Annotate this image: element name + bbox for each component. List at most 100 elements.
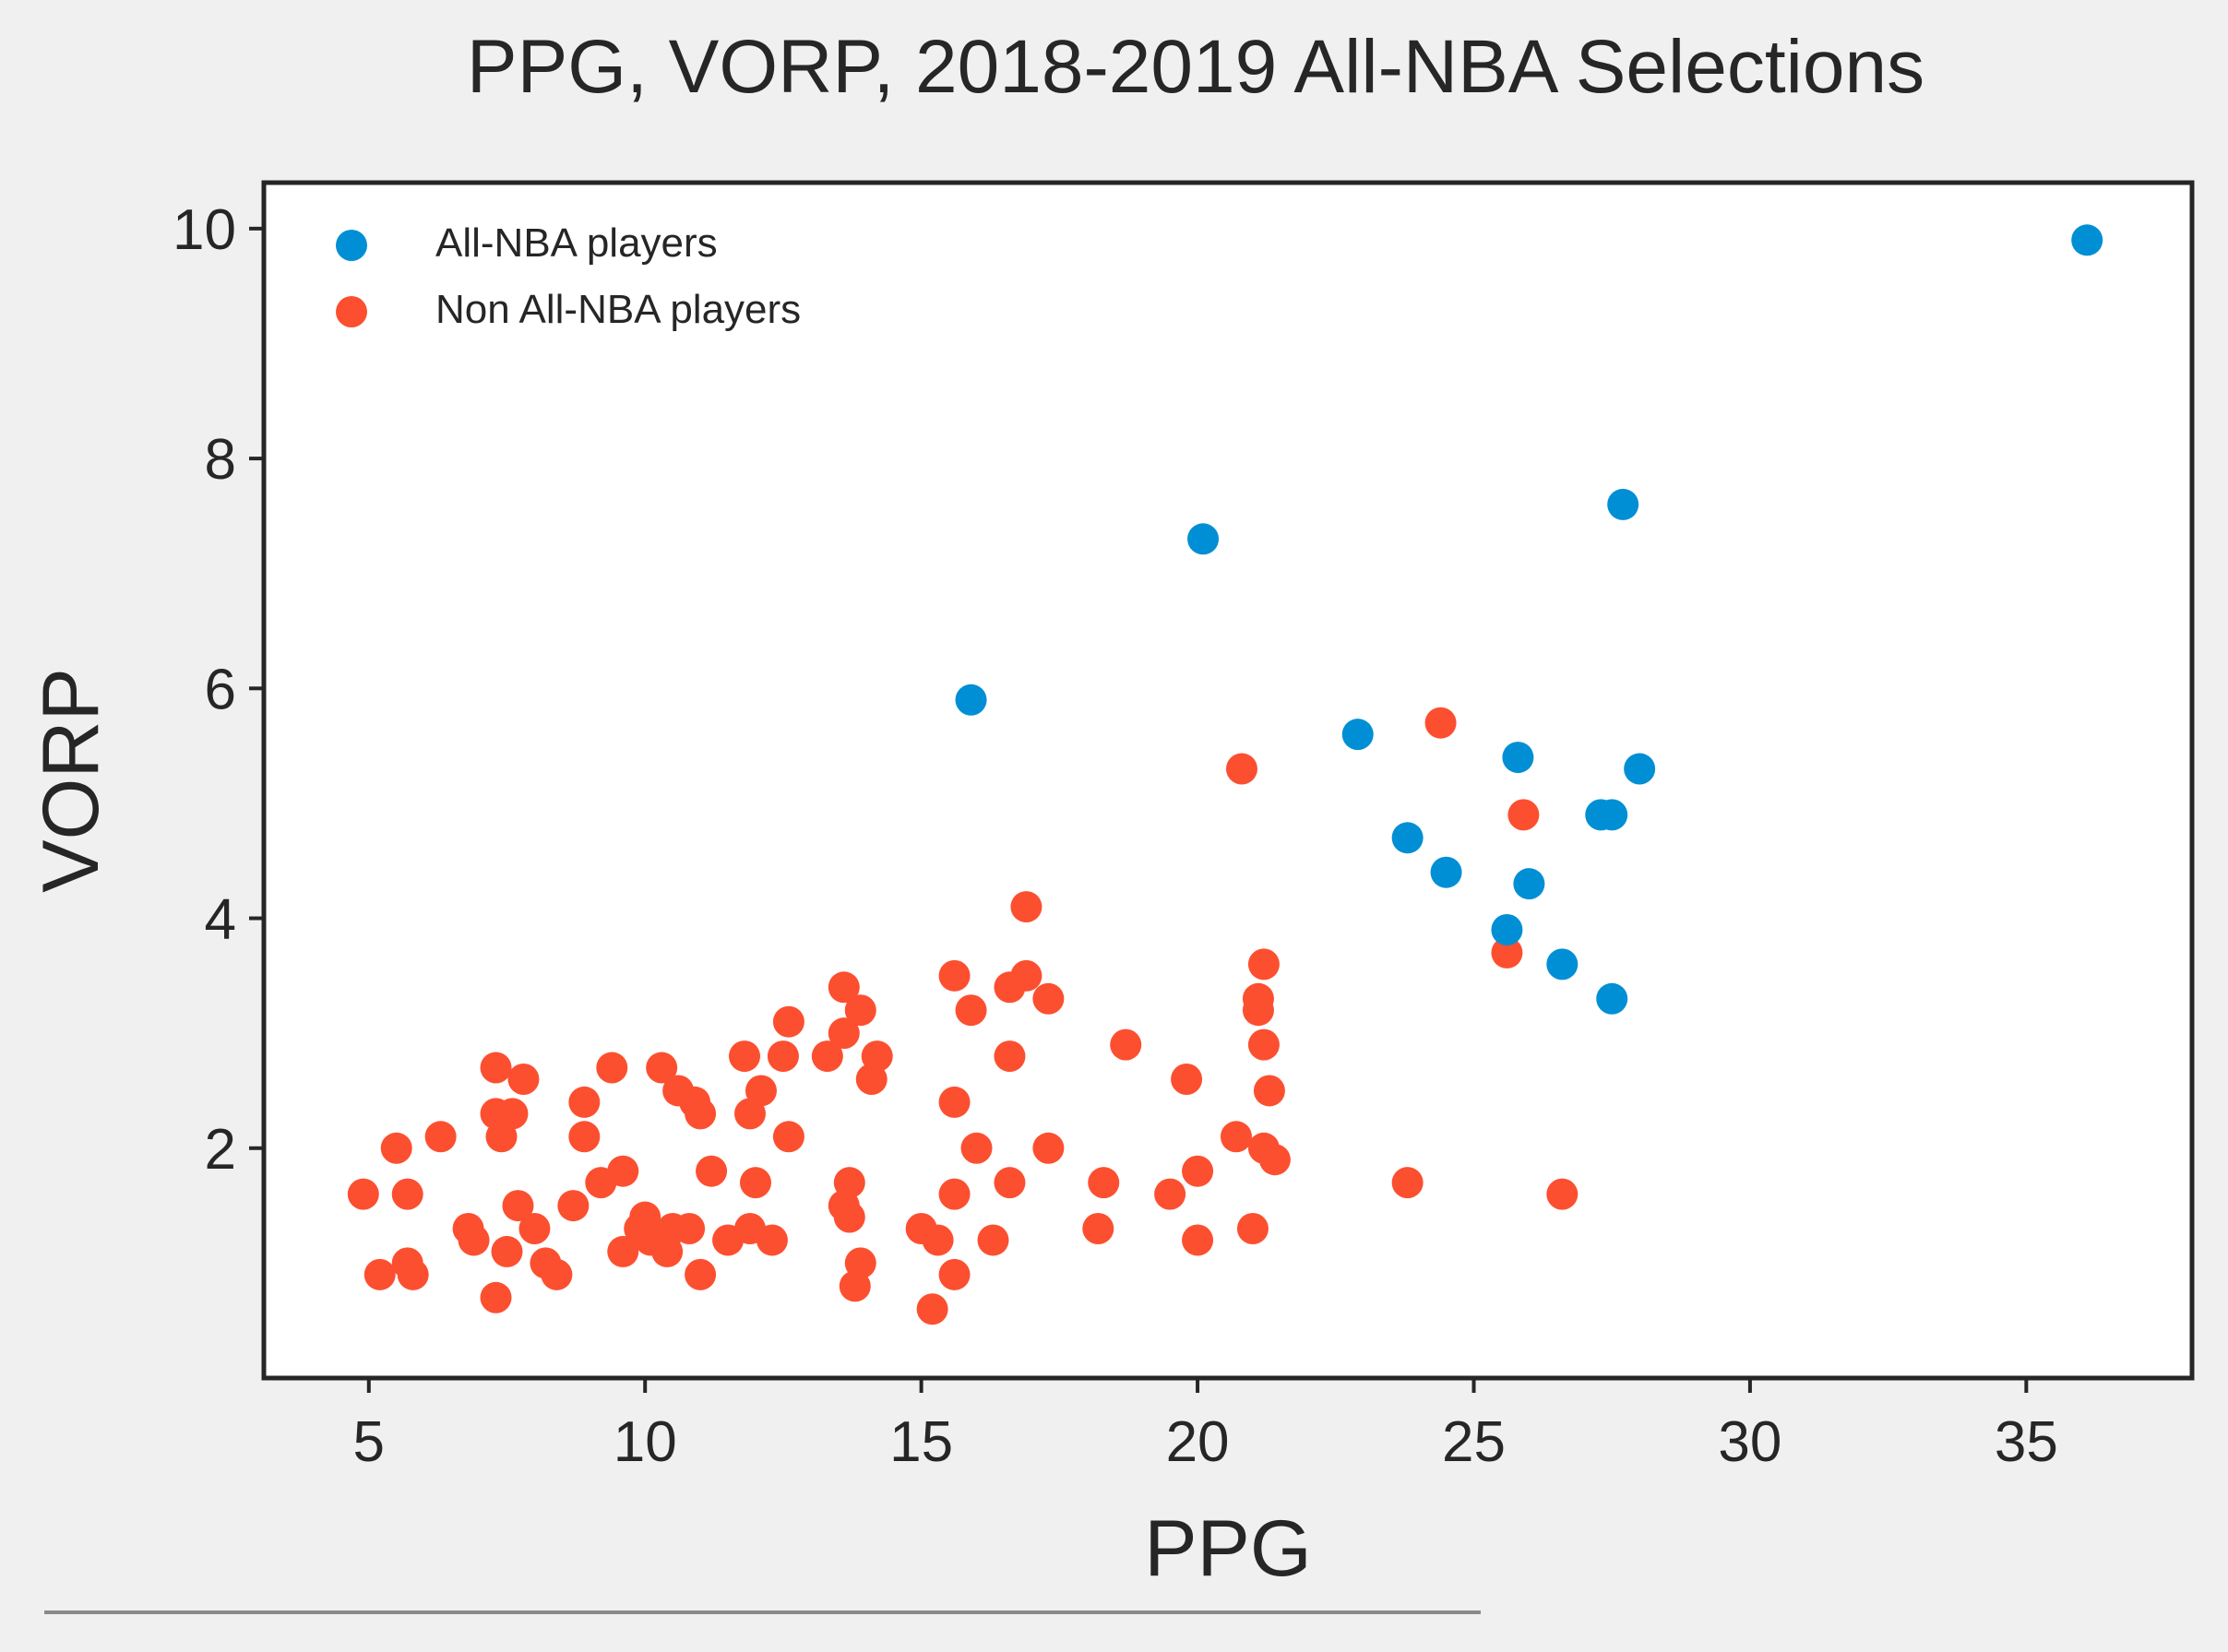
non-all-nba-point <box>1253 1075 1285 1107</box>
y-axis: 2 4 6 8 10 <box>173 198 264 1182</box>
non-all-nba-point <box>922 1224 954 1256</box>
y-tick-label: 4 <box>205 888 236 952</box>
x-axis-title: PPG <box>1144 1504 1312 1593</box>
non-all-nba-point <box>1546 1178 1579 1210</box>
non-all-nba-point <box>955 994 987 1027</box>
non-all-nba-point <box>685 1098 717 1130</box>
non-all-nba-point <box>916 1293 948 1325</box>
legend: All-NBA players Non All-NBA players <box>336 220 801 332</box>
non-all-nba-point <box>568 1086 601 1118</box>
all-nba-point <box>1187 523 1220 555</box>
non-all-nba-point <box>772 1121 804 1153</box>
all-nba-point <box>1607 488 1639 520</box>
non-all-nba-point <box>745 1075 777 1107</box>
non-all-nba-point <box>811 1040 843 1073</box>
non-all-nba-point <box>607 1235 639 1267</box>
y-tick-label: 10 <box>173 198 236 262</box>
non-all-nba-point <box>1010 891 1043 923</box>
non-all-nba-point <box>480 1052 512 1084</box>
non-all-nba-point <box>938 1178 971 1210</box>
non-all-nba-point <box>1242 994 1274 1027</box>
non-all-nba-point <box>994 1167 1026 1199</box>
non-all-nba-point <box>1507 799 1540 831</box>
non-all-nba-point <box>1082 1213 1114 1244</box>
y-axis-title: VORP <box>27 668 115 893</box>
non-all-nba-point <box>1391 1167 1424 1199</box>
non-all-nba-point <box>1225 753 1257 785</box>
non-all-nba-point <box>673 1213 706 1244</box>
non-all-nba-point <box>1182 1224 1214 1256</box>
non-all-nba-point <box>1182 1155 1214 1187</box>
all-nba-point <box>1430 856 1462 888</box>
non-all-nba-point <box>518 1213 551 1244</box>
legend-marker-non-all-nba <box>336 296 367 327</box>
x-axis: 5 10 15 20 25 30 35 <box>353 1378 2058 1474</box>
non-all-nba-point <box>1088 1167 1120 1199</box>
all-nba-point <box>1596 799 1628 831</box>
x-tick-label: 10 <box>614 1410 677 1474</box>
non-all-nba-point <box>844 994 876 1027</box>
all-nba-point <box>1624 753 1656 785</box>
non-all-nba-point <box>458 1224 490 1256</box>
all-nba-point <box>1341 719 1374 751</box>
non-all-nba-point <box>1236 1213 1269 1244</box>
non-all-nba-point <box>380 1132 412 1164</box>
y-tick-label: 8 <box>205 428 236 492</box>
chart-title: PPG, VORP, 2018-2019 All-NBA Selections <box>467 25 1924 109</box>
non-all-nba-point <box>685 1258 717 1290</box>
y-tick-label: 2 <box>205 1118 236 1182</box>
legend-label-non-all-nba: Non All-NBA players <box>435 287 801 332</box>
plot-area <box>261 180 2195 1381</box>
all-nba-point <box>1502 742 1534 774</box>
all-nba-point <box>1596 982 1628 1015</box>
non-all-nba-point <box>1032 1132 1065 1164</box>
non-all-nba-point <box>391 1178 423 1210</box>
non-all-nba-point <box>1258 1144 1291 1176</box>
non-all-nba-point <box>844 1247 876 1279</box>
non-all-nba-point <box>646 1052 678 1084</box>
non-all-nba-point <box>938 1086 971 1118</box>
y-tick-label: 6 <box>205 658 236 721</box>
non-all-nba-point <box>1247 1028 1280 1061</box>
non-all-nba-point <box>828 1017 860 1050</box>
non-all-nba-point <box>363 1258 396 1290</box>
non-all-nba-point <box>739 1167 771 1199</box>
non-all-nba-point <box>772 1005 804 1038</box>
non-all-nba-point <box>1110 1028 1142 1061</box>
non-all-nba-point <box>729 1040 761 1073</box>
non-all-nba-point <box>756 1224 788 1256</box>
x-tick-label: 30 <box>1718 1410 1781 1474</box>
all-nba-point <box>1513 868 1545 900</box>
non-all-nba-point <box>977 1224 1009 1256</box>
non-all-nba-point <box>607 1155 639 1187</box>
legend-marker-all-nba <box>336 230 367 261</box>
non-all-nba-point <box>1010 959 1043 992</box>
non-all-nba-point <box>1424 707 1457 739</box>
legend-label-all-nba: All-NBA players <box>435 220 718 266</box>
non-all-nba-point <box>828 971 860 1004</box>
all-nba-point <box>2071 224 2103 256</box>
non-all-nba-point <box>1032 982 1065 1015</box>
non-all-nba-point <box>1171 1064 1203 1095</box>
all-nba-point <box>1391 822 1424 854</box>
non-all-nba-point <box>557 1190 590 1222</box>
non-all-nba-point <box>1491 936 1523 969</box>
non-all-nba-point <box>491 1235 523 1267</box>
non-all-nba-point <box>596 1052 628 1084</box>
non-all-nba-point <box>833 1201 865 1233</box>
non-all-nba-point <box>994 1040 1026 1073</box>
non-all-nba-point <box>347 1178 379 1210</box>
all-nba-point <box>955 683 987 716</box>
all-nba-point <box>1491 914 1523 945</box>
x-tick-label: 25 <box>1442 1410 1506 1474</box>
non-all-nba-point <box>568 1121 601 1153</box>
non-all-nba-point <box>861 1040 893 1073</box>
non-all-nba-point <box>502 1190 534 1222</box>
non-all-nba-point <box>480 1281 512 1313</box>
non-all-nba-point <box>767 1040 799 1073</box>
all-nba-point <box>1546 948 1579 981</box>
non-all-nba-point <box>696 1155 728 1187</box>
non-all-nba-point <box>938 1258 971 1290</box>
x-tick-label: 20 <box>1166 1410 1230 1474</box>
